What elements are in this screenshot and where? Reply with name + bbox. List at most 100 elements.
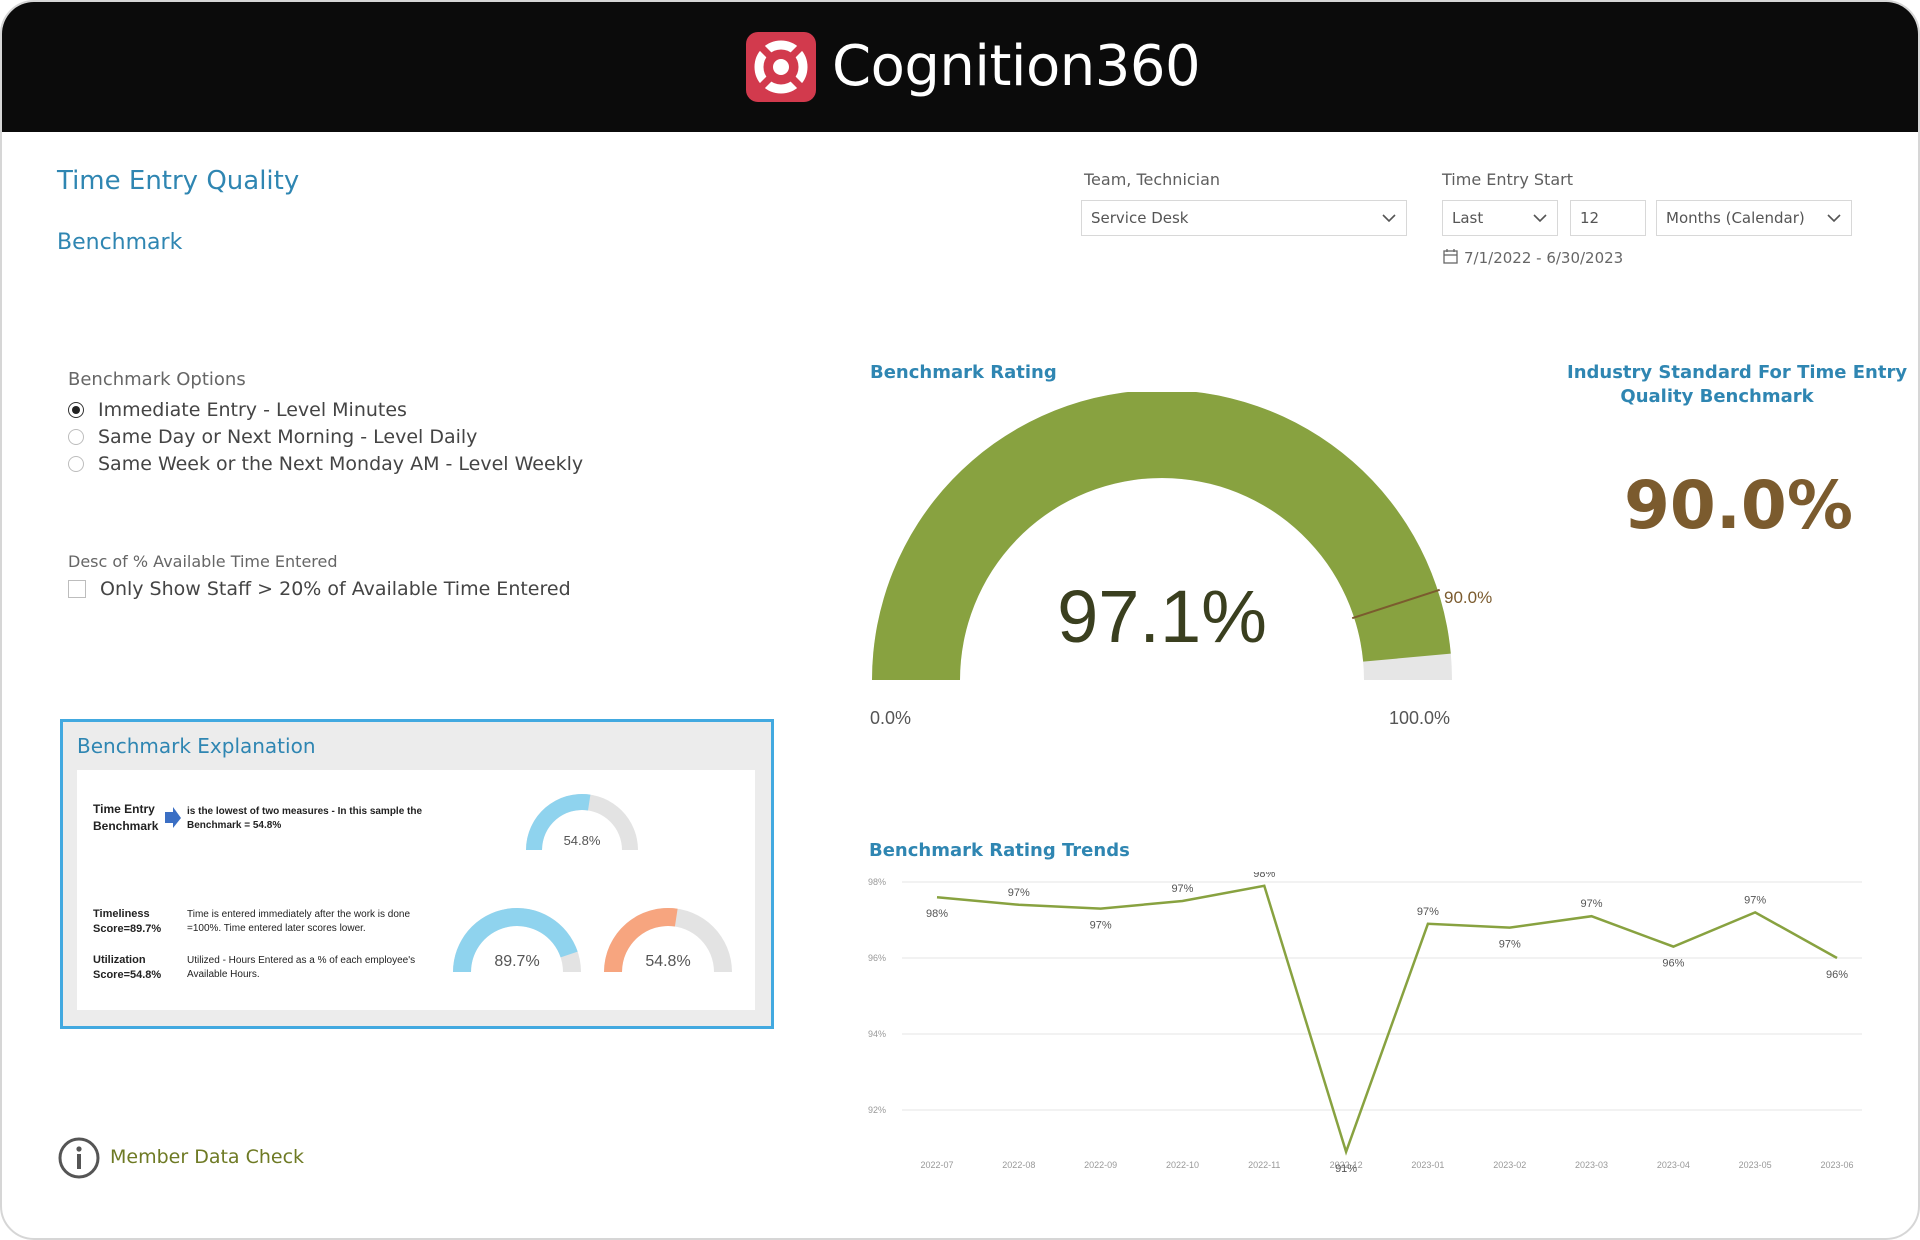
x-tick-label: 2023-06	[1820, 1160, 1853, 1170]
arrow-right-icon	[165, 807, 181, 828]
x-tick-label: 2023-02	[1493, 1160, 1526, 1170]
chevron-down-icon	[1827, 214, 1841, 223]
industry-standard-title-1: Industry Standard For Time Entry	[1567, 362, 1908, 383]
utilization-desc-2: Available Hours.	[187, 969, 260, 980]
page-subtitle: Benchmark	[57, 230, 183, 255]
benchmark-rating-gauge: 97.1% 0.0% 100.0% 90.0%	[870, 392, 1492, 728]
utilization-mini-gauge-fill	[604, 908, 678, 972]
timeliness-score: Score=89.7%	[93, 923, 161, 935]
data-label: 98%	[926, 908, 948, 920]
option-same-week[interactable]: Same Week or the Next Monday AM - Level …	[68, 452, 583, 476]
rating-gauge-fill	[872, 392, 1451, 680]
unit-dropdown-value: Months (Calendar)	[1666, 209, 1805, 227]
data-label: 91%	[1335, 1163, 1357, 1172]
checkbox-label: Only Show Staff > 20% of Available Time …	[100, 578, 571, 600]
x-tick-label: 2023-03	[1575, 1160, 1608, 1170]
x-tick-label: 2022-10	[1166, 1160, 1199, 1170]
lifebuoy-icon	[746, 32, 816, 102]
x-tick-label: 2023-04	[1657, 1160, 1690, 1170]
option-label: Same Week or the Next Monday AM - Level …	[98, 453, 584, 475]
x-tick-label: 2022-09	[1084, 1160, 1117, 1170]
utilization-desc-1: Utilized - Hours Entered as a % of each …	[187, 955, 415, 966]
gauge-target-marker	[1351, 588, 1441, 620]
data-label: 96%	[1826, 969, 1848, 981]
y-tick-label: 92%	[868, 1105, 886, 1115]
team-filter-label: Team, Technician	[1084, 170, 1221, 189]
y-tick-label: 94%	[868, 1029, 886, 1039]
relative-dropdown[interactable]: Last	[1442, 200, 1558, 236]
data-label: 97%	[1090, 920, 1112, 932]
x-tick-label: 2022-07	[920, 1160, 953, 1170]
team-dropdown[interactable]: Service Desk	[1081, 200, 1407, 236]
explanation-title: Benchmark Explanation	[77, 734, 316, 758]
y-tick-label: 96%	[868, 953, 886, 963]
x-tick-label: 2023-05	[1739, 1160, 1772, 1170]
bench-label-1: Time Entry	[93, 802, 155, 816]
bench-desc-2: Benchmark = 54.8%	[187, 820, 281, 831]
page-title: Time Entry Quality	[57, 166, 300, 196]
option-label: Immediate Entry - Level Minutes	[98, 399, 407, 421]
checkbox[interactable]	[68, 580, 86, 598]
x-tick-label: 2022-12	[1330, 1160, 1363, 1170]
data-label: 97%	[1744, 894, 1766, 906]
gauge-min-label: 0.0%	[870, 708, 911, 728]
timeliness-desc-2: =100%. Time entered later scores lower.	[187, 923, 366, 934]
desc-filter-title: Desc of % Available Time Entered	[68, 552, 338, 571]
option-same-day[interactable]: Same Day or Next Morning - Level Daily	[68, 425, 477, 449]
data-label: 97%	[1171, 883, 1193, 895]
bench-desc-1: is the lowest of two measures - In this …	[187, 806, 422, 817]
time-filter-label: Time Entry Start	[1442, 170, 1573, 189]
calendar-icon	[1443, 249, 1458, 264]
benchmark-rating-title: Benchmark Rating	[870, 362, 1057, 383]
explanation-image: Time Entry Benchmark is the lowest of tw…	[77, 770, 755, 1010]
gauge-value: 97.1%	[1057, 575, 1267, 658]
bench-label-2: Benchmark	[93, 819, 159, 833]
y-tick-label: 98%	[868, 877, 886, 887]
timeliness-mini-gauge-fill	[452, 908, 578, 972]
data-label: 97%	[1499, 939, 1521, 951]
top-bar: Cognition360	[2, 2, 1918, 132]
chevron-down-icon	[1533, 214, 1547, 223]
count-input-value: 12	[1580, 209, 1600, 227]
trends-chart-title: Benchmark Rating Trends	[869, 840, 1130, 861]
industry-standard-value: 90.0%	[1624, 467, 1853, 544]
trend-series-line	[936, 884, 1838, 1156]
brand-name: Cognition360	[832, 34, 1201, 99]
bench-mini-gauge-fill	[526, 794, 591, 850]
benchmark-trends-chart: 92% 94% 96% 98% 2022-07 2022-08 2022-09 2022-10…	[868, 872, 1862, 1172]
x-tick-label: 2022-11	[1248, 1160, 1280, 1170]
x-tick-label: 2023-01	[1411, 1160, 1444, 1170]
data-label: 97%	[1417, 906, 1439, 918]
timeliness-desc-1: Time is entered immediately after the wo…	[187, 909, 410, 920]
data-label: 96%	[1662, 958, 1684, 970]
utilization-label: Utilization	[93, 954, 146, 966]
date-range-text: 7/1/2022 - 6/30/2023	[1464, 249, 1624, 267]
relative-dropdown-value: Last	[1452, 209, 1484, 227]
chevron-down-icon	[1382, 214, 1396, 223]
industry-standard-title-2: Quality Benchmark	[1620, 386, 1814, 407]
data-label: 97%	[1581, 898, 1603, 910]
info-icon[interactable]	[57, 1136, 101, 1180]
team-dropdown-value: Service Desk	[1091, 209, 1189, 227]
benchmark-options-title: Benchmark Options	[68, 369, 246, 390]
member-data-check-link[interactable]: Member Data Check	[110, 1146, 305, 1168]
gauge-max-label: 100.0%	[1389, 708, 1450, 728]
benchmark-explanation-panel: Benchmark Explanation Time Entry Benchma…	[60, 719, 774, 1029]
count-input[interactable]: 12	[1570, 200, 1646, 236]
option-label: Same Day or Next Morning - Level Daily	[98, 426, 478, 448]
unit-dropdown[interactable]: Months (Calendar)	[1656, 200, 1852, 236]
option-immediate-entry[interactable]: Immediate Entry - Level Minutes	[68, 398, 407, 422]
radio-unselected[interactable]	[68, 429, 84, 445]
bench-gauge-value: 54.8%	[564, 833, 601, 848]
utilization-score: Score=54.8%	[93, 969, 161, 981]
timeliness-gauge-value: 89.7%	[494, 953, 539, 970]
staff-filter-checkbox-row[interactable]: Only Show Staff > 20% of Available Time …	[68, 578, 571, 600]
radio-selected[interactable]	[68, 402, 84, 418]
data-label: 98%	[1253, 872, 1275, 880]
data-label: 97%	[1008, 887, 1030, 899]
x-tick-label: 2022-08	[1002, 1160, 1035, 1170]
utilization-gauge-value: 54.8%	[645, 953, 690, 970]
gauge-target-label: 90.0%	[1444, 588, 1492, 607]
radio-unselected[interactable]	[68, 456, 84, 472]
